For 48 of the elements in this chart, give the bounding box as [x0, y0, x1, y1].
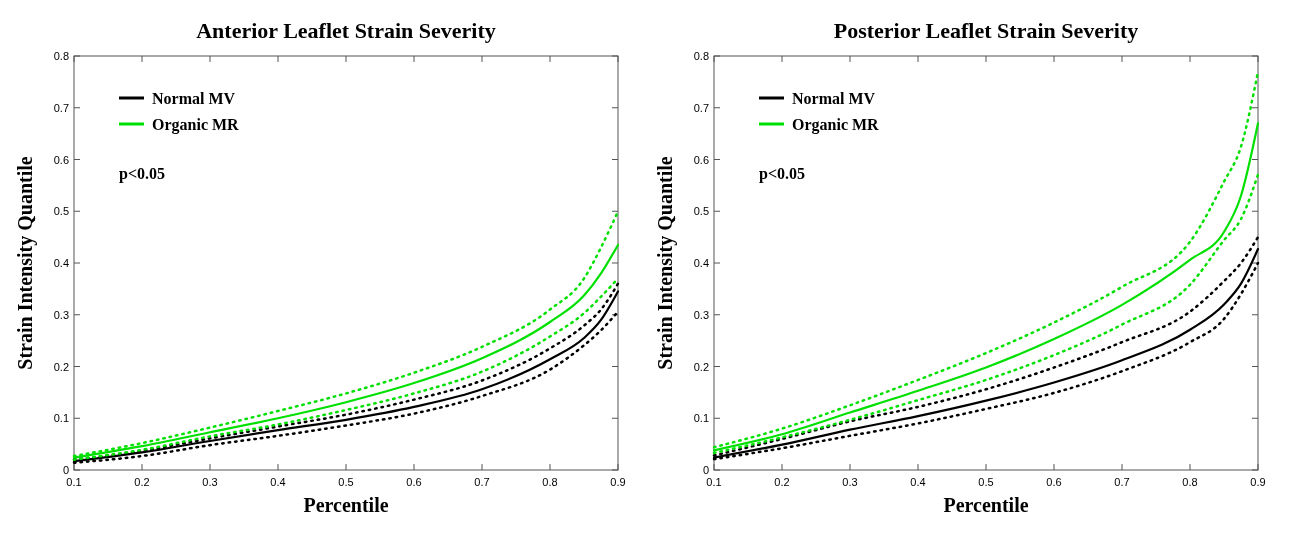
x-tick-label: 0.3 [842, 476, 858, 488]
y-tick-label: 0.2 [53, 360, 69, 373]
x-tick-label: 0.8 [1182, 476, 1198, 488]
y-axis-title: Strain Intensity Quantile [654, 156, 677, 370]
x-tick-label: 0.5 [978, 476, 994, 488]
chart-title: Posterior Leaflet Strain Severity [833, 18, 1139, 43]
y-tick-label: 0.6 [53, 153, 69, 166]
y-tick-label: 0 [62, 464, 69, 476]
y-axis-title: Strain Intensity Quantile [14, 156, 37, 370]
x-tick-label: 0.1 [66, 476, 82, 488]
x-tick-label: 0.9 [610, 476, 626, 488]
y-tick-label: 0.7 [693, 101, 709, 114]
x-tick-label: 0.9 [1250, 476, 1266, 488]
x-tick-label: 0.6 [1046, 476, 1062, 488]
y-tick-label: 0.4 [693, 257, 709, 269]
x-tick-label: 0.7 [1114, 476, 1130, 488]
x-tick-label: 0.1 [706, 476, 722, 488]
x-axis-title: Percentile [943, 494, 1029, 516]
annotation: p<0.05 [119, 165, 166, 184]
legend-label: Normal MV [792, 90, 876, 107]
legend-label: Organic MR [152, 116, 240, 134]
y-tick-label: 0.5 [693, 205, 709, 218]
x-tick-label: 0.4 [910, 476, 926, 488]
y-tick-label: 0.1 [693, 412, 709, 425]
y-tick-label: 0.7 [53, 101, 69, 114]
x-tick-label: 0.7 [474, 476, 490, 488]
y-tick-label: 0 [702, 464, 709, 476]
y-tick-label: 0.1 [53, 412, 69, 425]
chart-title: Anterior Leaflet Strain Severity [196, 18, 496, 43]
x-tick-label: 0.4 [270, 476, 286, 488]
annotation: p<0.05 [759, 165, 806, 184]
y-tick-label: 0.8 [693, 50, 709, 62]
legend-label: Organic MR [792, 116, 880, 134]
y-tick-label: 0.5 [53, 205, 69, 218]
x-tick-label: 0.8 [542, 476, 558, 488]
y-tick-label: 0.3 [53, 308, 69, 321]
y-tick-label: 0.3 [693, 308, 709, 321]
x-axis-title: Percentile [303, 494, 389, 516]
x-tick-label: 0.6 [406, 476, 422, 488]
legend-label: Normal MV [152, 90, 236, 107]
y-tick-label: 0.8 [53, 50, 69, 62]
y-tick-label: 0.6 [693, 153, 709, 166]
y-tick-label: 0.2 [693, 360, 709, 373]
x-tick-label: 0.3 [202, 476, 218, 488]
y-tick-label: 0.4 [53, 257, 69, 269]
x-tick-label: 0.2 [774, 476, 790, 488]
x-tick-label: 0.5 [338, 476, 354, 488]
x-tick-label: 0.2 [134, 476, 150, 488]
